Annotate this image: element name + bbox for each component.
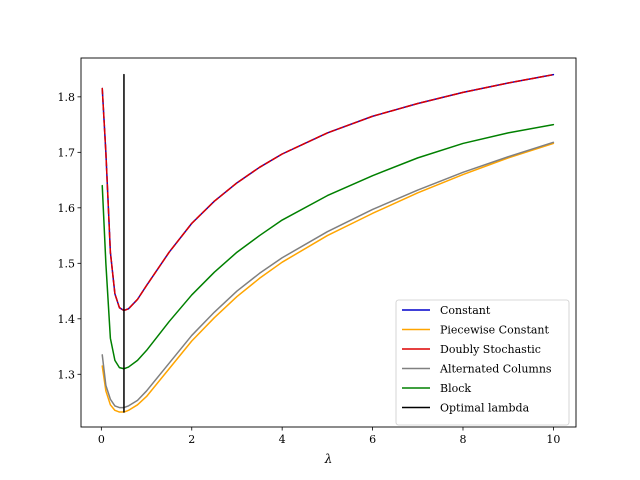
legend-label-constant: Constant [440,304,491,317]
y-tick-label: 1.6 [58,202,76,215]
x-tick-label: 2 [188,433,195,446]
legend-label-block: Block [440,382,471,395]
legend: Constant Piecewise Constant Doubly Stochas… [395,299,570,426]
x-tick-label: 6 [369,433,376,446]
legend-label-optimal-lambda: Optimal lambda [440,402,530,415]
series-line-doubly-stochastic [101,73,555,312]
series-line-alternated-columns [101,141,555,409]
y-tick-label: 1.7 [58,146,76,159]
x-axis: 0 2 4 6 8 10 [98,427,560,446]
x-tick-label: 8 [459,433,466,446]
x-tick-label: 0 [98,433,105,446]
series-line-block [101,123,555,370]
legend-label-doubly-stochastic: Doubly Stochastic [440,343,541,356]
y-tick-label: 1.5 [58,257,76,270]
y-axis: 1.3 1.4 1.5 1.6 1.7 1.8 [58,91,81,381]
y-tick-label: 1.8 [58,91,76,104]
series-line-constant [101,73,555,312]
legend-label-piecewise-constant: Piecewise Constant [440,324,550,337]
x-tick-label: 4 [279,433,286,446]
x-axis-label: λ [324,452,333,466]
y-tick-label: 1.3 [58,368,76,381]
legend-box [395,299,570,426]
series-line-piecewise-constant [101,142,555,413]
plot-frame [80,57,577,428]
plot-lines [101,73,555,413]
legend-label-alternated-columns: Alternated Columns [439,363,552,376]
x-tick-label: 10 [546,433,560,446]
y-tick-label: 1.4 [58,313,76,326]
